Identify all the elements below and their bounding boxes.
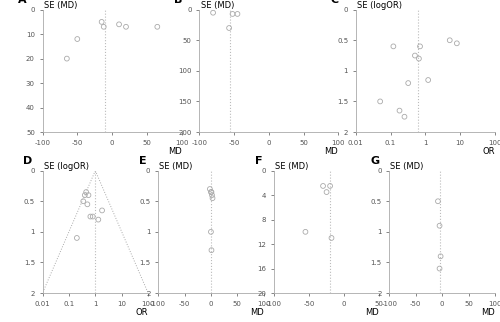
Point (446, 38, 454, 43)
Point (115, 22, 123, 27)
Text: D: D (24, 156, 32, 166)
Point (82, 189, 90, 194)
X-axis label: MD: MD (481, 308, 495, 317)
Text: B: B (174, 0, 182, 5)
Text: C: C (331, 0, 339, 5)
Point (228, 11, 236, 16)
X-axis label: OR: OR (482, 147, 495, 156)
Point (207, 229, 215, 234)
Point (328, 235, 336, 241)
Point (225, 25, 233, 31)
Point (89, 214, 97, 219)
Point (319, 183, 327, 188)
Point (396, 108, 404, 113)
Point (376, 99, 384, 104)
Point (208, 196, 216, 201)
Point (100, 24, 108, 29)
Point (81, 193, 89, 198)
Text: A: A (18, 0, 26, 5)
Point (209, 10, 217, 15)
Point (63, 56, 71, 61)
Point (453, 41, 461, 46)
Text: E: E (139, 156, 146, 166)
X-axis label: OR: OR (136, 308, 148, 317)
Point (416, 44, 424, 49)
Point (84, 193, 92, 198)
Point (98, 19, 106, 24)
Text: G: G (370, 156, 380, 166)
Point (322, 189, 330, 194)
Point (390, 44, 398, 49)
Point (122, 24, 130, 29)
Point (208, 248, 216, 253)
Point (234, 11, 241, 16)
Point (434, 199, 442, 204)
Point (80, 199, 88, 204)
Point (94, 217, 102, 222)
Point (154, 24, 162, 29)
Point (436, 254, 444, 259)
Text: SE (MD): SE (MD) (44, 1, 78, 10)
Point (74, 36, 82, 42)
Text: SE (logOR): SE (logOR) (357, 1, 402, 10)
Text: SE (MD): SE (MD) (390, 162, 424, 171)
Point (206, 186, 214, 192)
Point (326, 183, 334, 188)
Text: SE (MD): SE (MD) (200, 1, 234, 10)
Point (404, 80, 412, 86)
X-axis label: MD: MD (366, 308, 380, 317)
Text: SE (MD): SE (MD) (159, 162, 192, 171)
Point (424, 78, 432, 83)
Point (411, 53, 419, 58)
Point (98, 208, 106, 213)
Point (208, 189, 216, 194)
Point (208, 193, 216, 198)
Text: SE (logOR): SE (logOR) (44, 162, 88, 171)
Text: SE (MD): SE (MD) (275, 162, 308, 171)
X-axis label: MD: MD (168, 147, 181, 156)
Point (302, 229, 310, 234)
Point (86, 214, 94, 219)
Point (73, 235, 81, 241)
Text: F: F (254, 156, 262, 166)
Point (436, 223, 444, 228)
Point (436, 266, 444, 271)
Point (415, 56, 423, 61)
Point (207, 189, 215, 194)
X-axis label: MD: MD (324, 147, 338, 156)
X-axis label: MD: MD (250, 308, 264, 317)
Point (400, 114, 408, 119)
Point (84, 202, 92, 207)
